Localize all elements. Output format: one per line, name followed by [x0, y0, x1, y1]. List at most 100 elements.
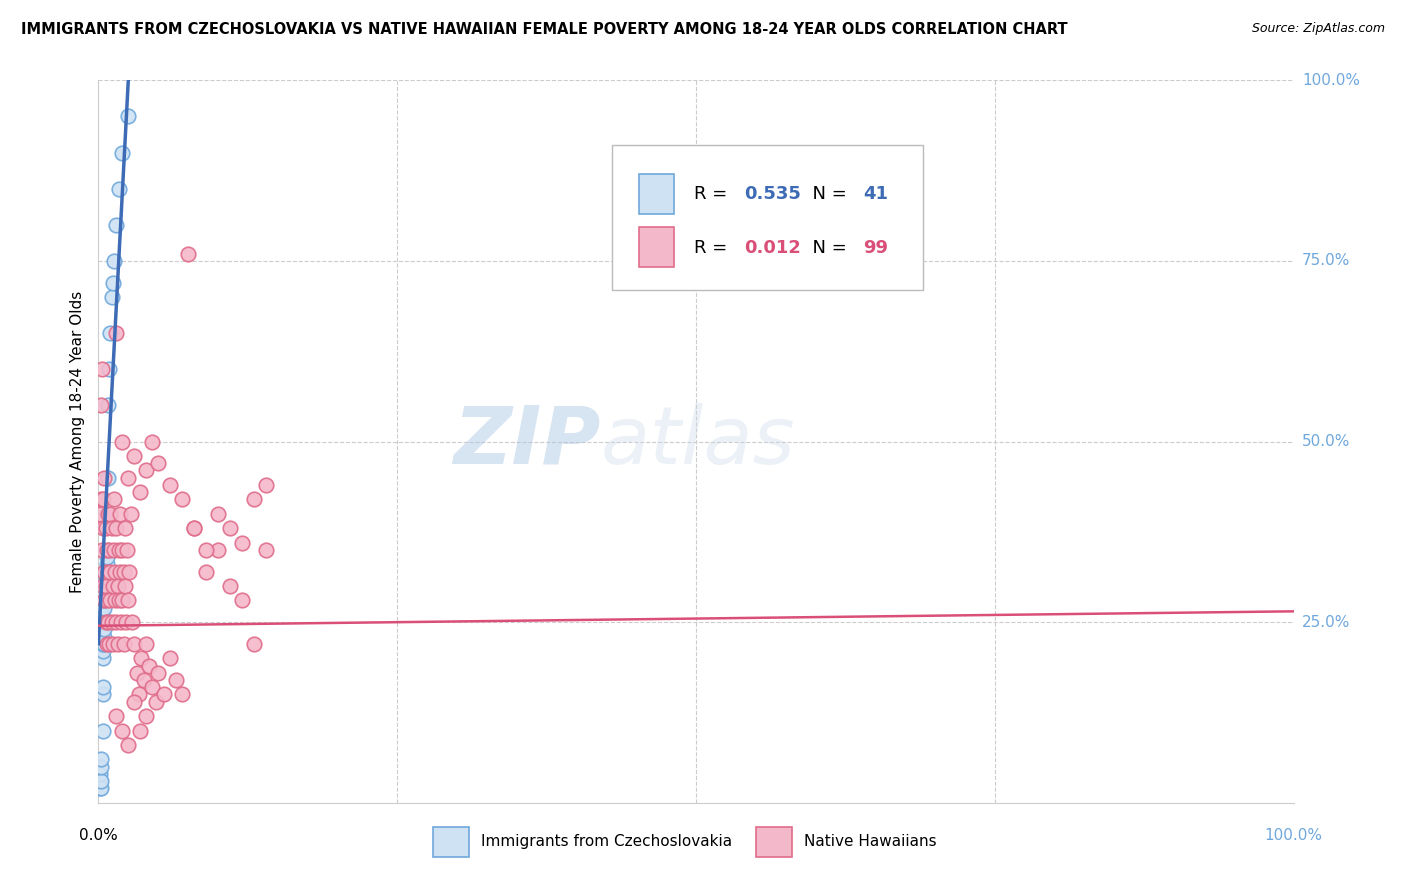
Point [90, 398, 112, 412]
Point [177, 246, 200, 260]
Point [115, 542, 138, 557]
Text: Immigrants from Czechoslovakia: Immigrants from Czechoslovakia [481, 834, 733, 849]
Point [129, 723, 152, 738]
Point [117, 470, 139, 484]
Point [243, 637, 266, 651]
Point [111, 593, 134, 607]
Point [96, 637, 118, 651]
Point [98, 362, 121, 376]
Point [97, 507, 120, 521]
Point [129, 485, 152, 500]
Point [107, 593, 129, 607]
Point [254, 478, 277, 492]
Point [114, 579, 136, 593]
Point [219, 579, 242, 593]
Point [93, 565, 115, 579]
Point [159, 651, 181, 665]
Text: N =: N = [801, 186, 852, 203]
Point [153, 687, 176, 701]
Point [107, 579, 129, 593]
Point [195, 542, 218, 557]
Point [89, 507, 111, 521]
Text: 25.0%: 25.0% [1302, 615, 1350, 630]
Point [91, 651, 114, 665]
Point [100, 521, 122, 535]
Point [183, 521, 205, 535]
Point [138, 658, 160, 673]
Point [97, 615, 120, 630]
Point [93, 600, 115, 615]
Point [135, 463, 157, 477]
Point [90, 760, 112, 774]
Point [96, 550, 118, 565]
Point [124, 449, 146, 463]
Point [124, 695, 146, 709]
Point [93, 593, 115, 607]
Point [104, 565, 127, 579]
Point [125, 665, 148, 680]
Point [172, 492, 194, 507]
Point [135, 637, 157, 651]
Point [89, 774, 111, 789]
Point [117, 110, 139, 124]
Point [124, 637, 146, 651]
Point [89, 767, 111, 781]
Point [103, 253, 125, 268]
Text: Source: ZipAtlas.com: Source: ZipAtlas.com [1251, 22, 1385, 36]
Point [112, 637, 135, 651]
Point [90, 774, 112, 789]
Text: 75.0%: 75.0% [1302, 253, 1350, 268]
Text: ZIP: ZIP [453, 402, 600, 481]
Point [91, 492, 114, 507]
Point [103, 542, 125, 557]
Point [111, 145, 134, 160]
Point [91, 579, 114, 593]
Point [141, 680, 163, 694]
Point [108, 565, 131, 579]
Point [117, 738, 139, 752]
Point [159, 478, 181, 492]
Text: atlas: atlas [600, 402, 796, 481]
Text: N =: N = [801, 239, 852, 257]
Point [105, 218, 128, 232]
Point [93, 586, 115, 600]
FancyBboxPatch shape [613, 145, 922, 290]
Point [132, 673, 155, 687]
Point [93, 623, 115, 637]
Point [97, 398, 120, 412]
Point [131, 651, 153, 665]
Point [104, 593, 127, 607]
Point [98, 507, 122, 521]
Point [98, 326, 122, 340]
Point [96, 558, 118, 572]
Point [94, 579, 117, 593]
Point [118, 565, 141, 579]
Point [207, 542, 229, 557]
Text: 99: 99 [863, 239, 889, 257]
Point [98, 637, 121, 651]
Point [135, 709, 157, 723]
Point [91, 615, 114, 630]
Text: 0.012: 0.012 [744, 239, 800, 257]
Point [91, 687, 114, 701]
Point [96, 593, 118, 607]
Text: Native Hawaiians: Native Hawaiians [804, 834, 936, 849]
Point [97, 470, 120, 484]
Point [128, 687, 150, 701]
Point [219, 521, 242, 535]
Point [91, 362, 114, 376]
Point [172, 687, 194, 701]
Point [100, 615, 122, 630]
Point [101, 637, 124, 651]
Point [141, 434, 163, 449]
Point [115, 615, 138, 630]
Point [96, 542, 118, 557]
Point [105, 709, 128, 723]
Point [111, 434, 134, 449]
Point [111, 542, 134, 557]
Point [145, 695, 167, 709]
Point [98, 593, 122, 607]
Point [90, 781, 112, 796]
Point [183, 521, 205, 535]
Point [91, 623, 114, 637]
